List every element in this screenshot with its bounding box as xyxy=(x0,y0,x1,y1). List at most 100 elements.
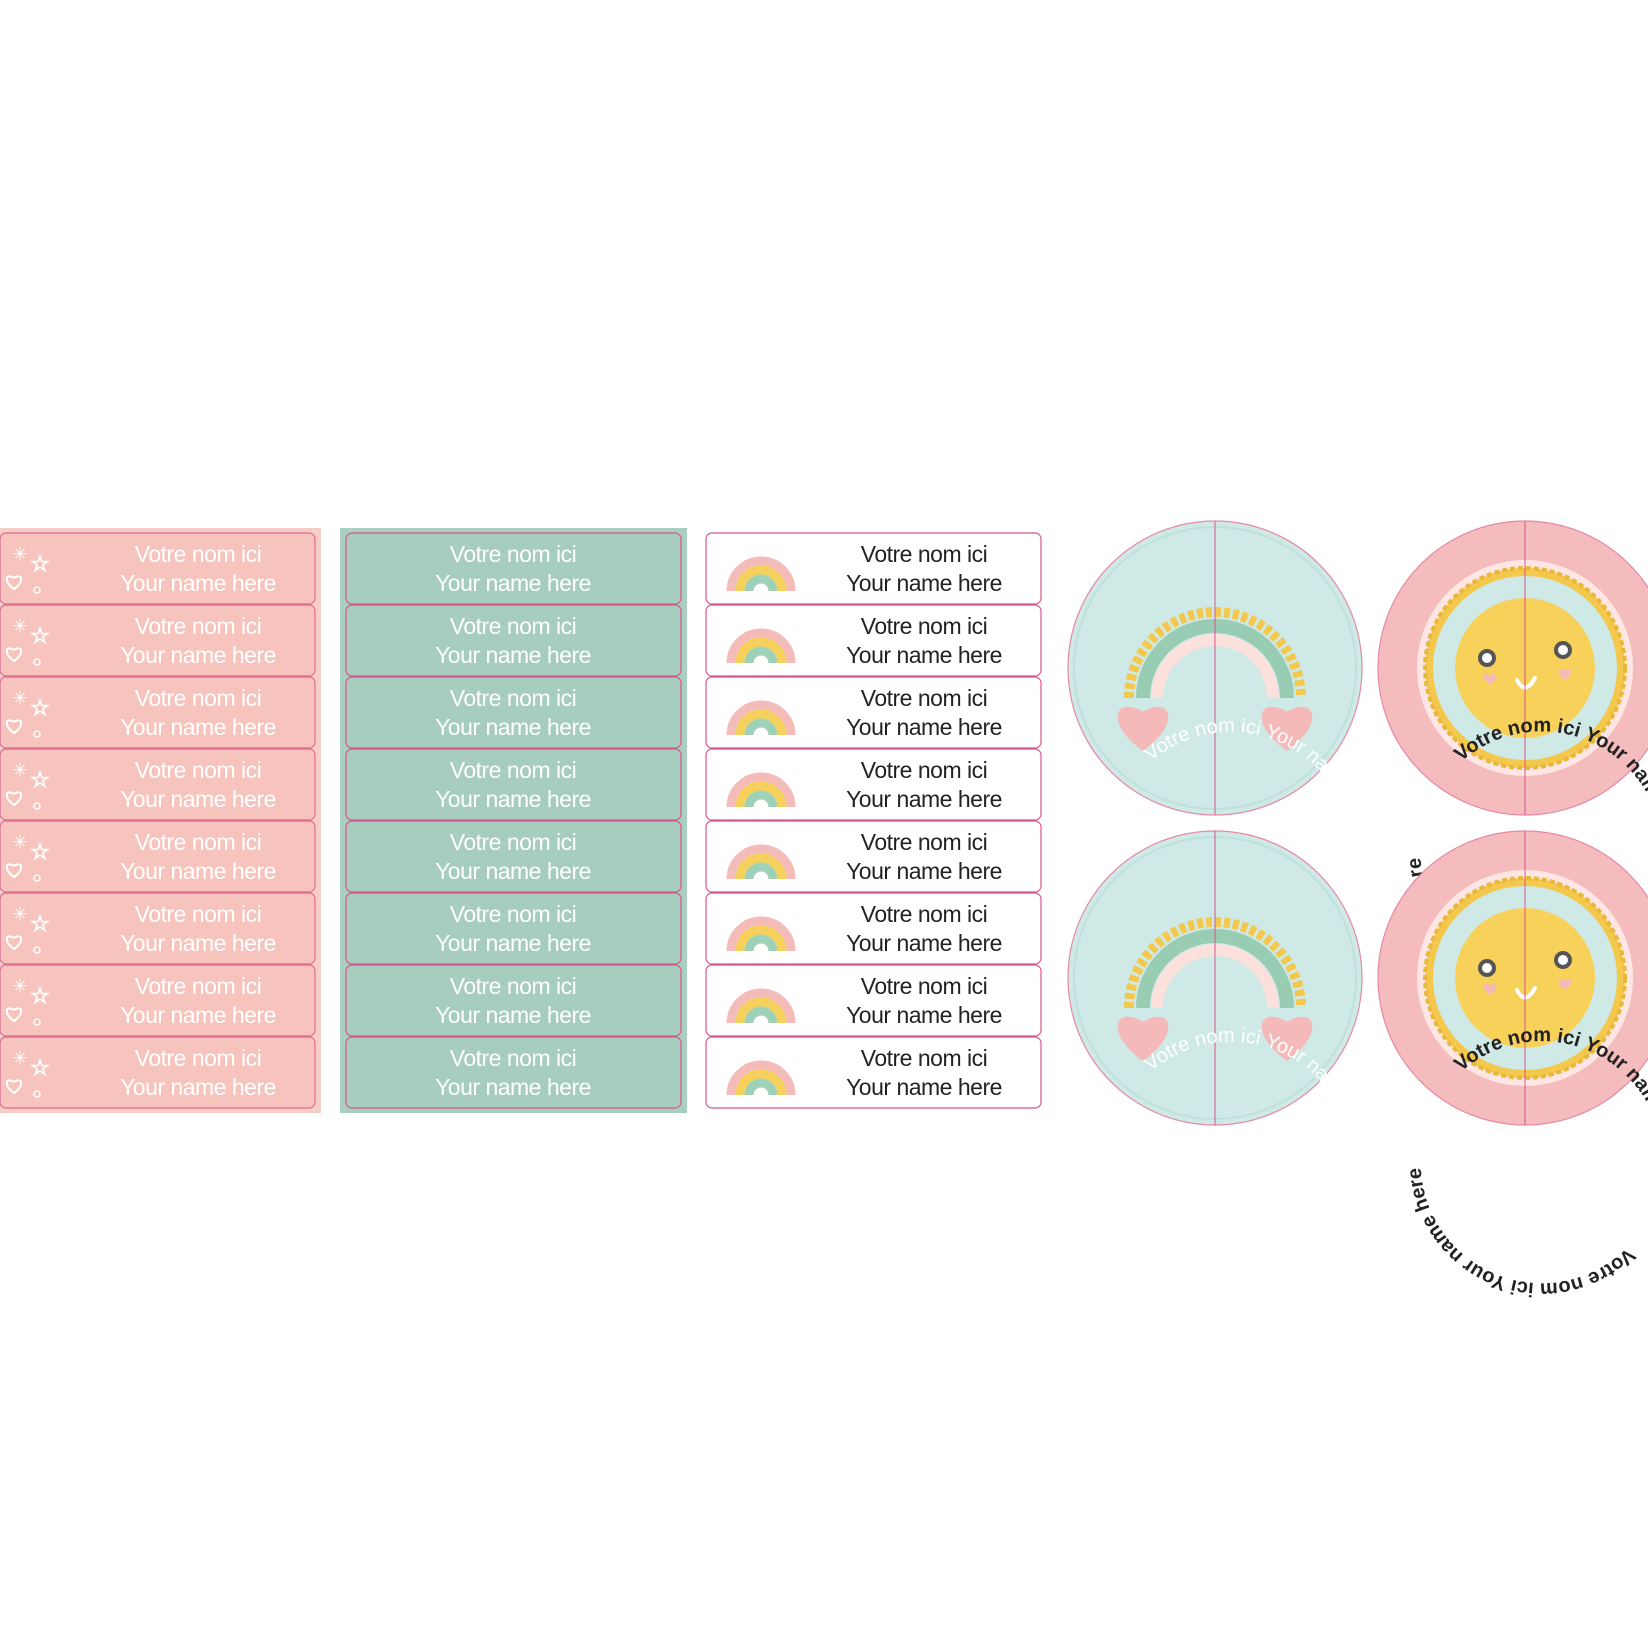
circular-text-path: Votre nom ici Your name here xyxy=(1404,1167,1640,1300)
star-icon: ☆ xyxy=(30,911,50,936)
label-line-1: Votre nom ici xyxy=(135,685,261,711)
label-line-1: Votre nom ici xyxy=(135,973,261,999)
rainbow-icon xyxy=(744,862,778,880)
heart xyxy=(1261,1016,1313,1061)
star-icon: ✳ xyxy=(12,688,27,708)
label-line-2: Your name here xyxy=(846,930,1002,956)
label-line-2: Your name here xyxy=(846,1002,1002,1028)
label-line-1: Votre nom ici xyxy=(861,901,987,927)
label-line-1: Votre nom ici xyxy=(450,973,576,999)
name-label xyxy=(345,604,682,677)
rainbow-icon xyxy=(726,700,796,736)
name-label xyxy=(0,964,316,1037)
name-label xyxy=(0,676,316,749)
circular-text: Votre nom ici Your name here xyxy=(1096,1184,1329,1301)
dot-icon xyxy=(33,874,41,882)
dot-icon xyxy=(33,1018,41,1026)
label-line-2: Your name here xyxy=(435,1002,591,1028)
label-line-1: Votre nom ici xyxy=(861,973,987,999)
label-line-1: Votre nom ici xyxy=(135,901,261,927)
heart-icon xyxy=(5,935,23,951)
label-line-1: Votre nom ici xyxy=(135,1045,261,1071)
rainbow-icon xyxy=(726,556,796,592)
star-icon: ☆ xyxy=(30,1055,50,1080)
name-label xyxy=(345,892,682,965)
label-line-2: Your name here xyxy=(435,930,591,956)
label-line-1: Votre nom ici xyxy=(135,613,261,639)
label-line-1: Votre nom ici xyxy=(450,757,576,783)
rainbow-icon xyxy=(744,1006,778,1024)
dot-icon xyxy=(33,658,41,666)
eye xyxy=(1478,649,1496,667)
cheek xyxy=(1483,673,1497,685)
label-line-2: Your name here xyxy=(846,570,1002,596)
cheek xyxy=(1558,978,1572,990)
rainbow-icon xyxy=(726,1060,796,1096)
label-line-2: Your name here xyxy=(435,642,591,668)
rainbow-icon xyxy=(726,772,796,808)
rainbow-icon xyxy=(744,1078,778,1096)
star-icon: ☆ xyxy=(30,767,50,792)
label-line-1: Votre nom ici xyxy=(450,685,576,711)
label-line-2: Your name here xyxy=(435,1074,591,1100)
eye xyxy=(1554,951,1572,969)
label-line-2: Your name here xyxy=(435,714,591,740)
name-label xyxy=(345,820,682,893)
label-line-2: Your name here xyxy=(435,858,591,884)
name-label xyxy=(345,676,682,749)
rainbow-icon xyxy=(735,997,787,1024)
eye xyxy=(1478,959,1496,977)
heart-icon xyxy=(5,791,23,807)
rainbow-icon xyxy=(726,628,796,664)
dot-icon xyxy=(33,730,41,738)
label-line-1: Votre nom ici xyxy=(135,757,261,783)
rainbow-icon xyxy=(744,718,778,736)
rainbow-icon xyxy=(726,844,796,880)
rainbow-icon xyxy=(744,646,778,664)
label-line-2: Your name here xyxy=(120,858,276,884)
label-line-2: Your name here xyxy=(120,786,276,812)
star-icon: ☆ xyxy=(30,695,50,720)
rainbow-icon xyxy=(744,790,778,808)
cheek xyxy=(1483,983,1497,995)
star-icon: ✳ xyxy=(12,904,27,924)
circular-text-path: Votre nom ici Your name here xyxy=(1096,1184,1329,1301)
star-icon: ☆ xyxy=(30,839,50,864)
label-line-1: Votre nom ici xyxy=(861,1045,987,1071)
heart xyxy=(1117,1016,1169,1061)
rainbow-icon xyxy=(744,574,778,592)
rainbow-icon xyxy=(735,565,787,592)
heart xyxy=(1117,706,1169,751)
name-label xyxy=(0,748,316,821)
label-line-1: Votre nom ici xyxy=(135,829,261,855)
name-label xyxy=(0,532,316,605)
name-label xyxy=(345,964,682,1037)
dot-icon xyxy=(33,586,41,594)
label-line-1: Votre nom ici xyxy=(861,613,987,639)
label-line-1: Votre nom ici xyxy=(450,541,576,567)
label-line-2: Your name here xyxy=(120,930,276,956)
heart-icon xyxy=(5,863,23,879)
star-icon: ✳ xyxy=(12,616,27,636)
star-icon: ☆ xyxy=(30,551,50,576)
rainbow-icon xyxy=(735,781,787,808)
label-line-2: Your name here xyxy=(435,570,591,596)
heart-icon xyxy=(5,647,23,663)
label-line-2: Your name here xyxy=(120,1002,276,1028)
heart xyxy=(1261,706,1313,751)
eye xyxy=(1554,641,1572,659)
name-label xyxy=(0,892,316,965)
heart-icon xyxy=(5,719,23,735)
name-label xyxy=(345,1036,682,1109)
label-line-1: Votre nom ici xyxy=(861,757,987,783)
heart-icon xyxy=(5,575,23,591)
circular-text: Votre nom ici Your name here xyxy=(1404,1167,1640,1300)
star-icon: ☆ xyxy=(30,983,50,1008)
rainbow-yellow xyxy=(1124,917,1306,1009)
label-line-2: Your name here xyxy=(846,1074,1002,1100)
star-icon: ✳ xyxy=(12,832,27,852)
rainbow-icon xyxy=(744,934,778,952)
label-line-2: Your name here xyxy=(120,714,276,740)
